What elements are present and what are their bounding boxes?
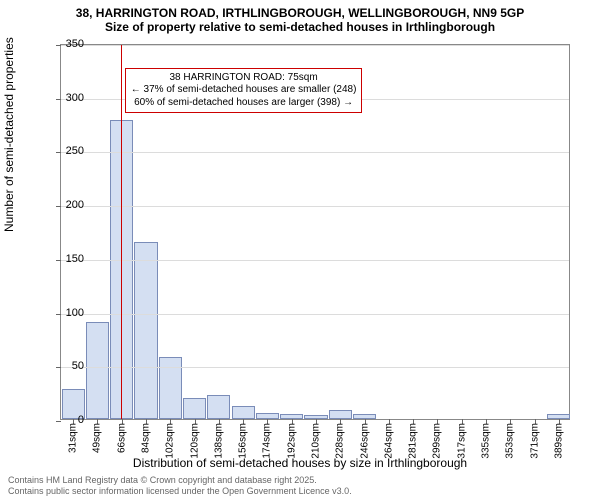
title-main: 38, HARRINGTON ROAD, IRTHLINGBOROUGH, WE… (0, 0, 600, 20)
x-tick-label: 138sqm (213, 423, 224, 459)
y-tick-label: 50 (54, 360, 84, 372)
x-tick-label: 299sqm (432, 423, 443, 459)
gridline (61, 367, 569, 368)
histogram-bar (86, 322, 109, 419)
annotation-line: ← 37% of semi-detached houses are smalle… (131, 84, 357, 97)
x-tick-label: 371sqm (529, 423, 540, 459)
x-tick-label: 31sqm (68, 423, 79, 453)
gridline (61, 314, 569, 315)
title-sub: Size of property relative to semi-detach… (0, 20, 600, 38)
x-tick-label: 317sqm (456, 423, 467, 459)
histogram-bar (159, 357, 182, 419)
gridline (61, 152, 569, 153)
x-tick-label: 246sqm (359, 423, 370, 459)
y-tick-label: 350 (54, 38, 84, 50)
x-tick-label: 49sqm (92, 423, 103, 453)
x-tick-label: 389sqm (553, 423, 564, 459)
x-tick-label: 102sqm (165, 423, 176, 459)
x-axis-label: Distribution of semi-detached houses by … (0, 456, 600, 470)
y-tick-label: 250 (54, 145, 84, 157)
x-tick-label: 84sqm (141, 423, 152, 453)
histogram-bar (183, 398, 206, 419)
marker-line (121, 45, 122, 419)
annotation-line: 60% of semi-detached houses are larger (… (131, 97, 357, 110)
x-tick-label: 281sqm (408, 423, 419, 459)
x-tick-label: 335sqm (481, 423, 492, 459)
annotation-line: 38 HARRINGTON ROAD: 75sqm (131, 72, 357, 85)
chart-plot-area: 38 HARRINGTON ROAD: 75sqm← 37% of semi-d… (60, 44, 570, 420)
histogram-bar (134, 242, 157, 419)
x-tick-label: 210sqm (311, 423, 322, 459)
footer-attribution: Contains HM Land Registry data © Crown c… (8, 475, 352, 497)
x-tick-label: 66sqm (116, 423, 127, 453)
x-tick-label: 353sqm (505, 423, 516, 459)
y-tick-label: 0 (54, 414, 84, 426)
y-tick-label: 150 (54, 253, 84, 265)
gridline (61, 206, 569, 207)
gridline (61, 45, 569, 46)
histogram-bar (207, 395, 230, 419)
x-tick-label: 192sqm (286, 423, 297, 459)
annotation-box: 38 HARRINGTON ROAD: 75sqm← 37% of semi-d… (125, 68, 363, 114)
y-tick-label: 300 (54, 92, 84, 104)
x-tick-label: 264sqm (383, 423, 394, 459)
histogram-bar (329, 410, 352, 419)
histogram-bar (232, 406, 255, 419)
gridline (61, 260, 569, 261)
x-tick-label: 174sqm (262, 423, 273, 459)
footer-line-2: Contains public sector information licen… (8, 486, 352, 497)
y-tick-label: 100 (54, 307, 84, 319)
footer-line-1: Contains HM Land Registry data © Crown c… (8, 475, 352, 486)
y-tick-label: 200 (54, 199, 84, 211)
y-axis-label: Number of semi-detached properties (2, 37, 16, 232)
x-tick-label: 228sqm (335, 423, 346, 459)
x-tick-label: 156sqm (238, 423, 249, 459)
x-tick-label: 120sqm (189, 423, 200, 459)
